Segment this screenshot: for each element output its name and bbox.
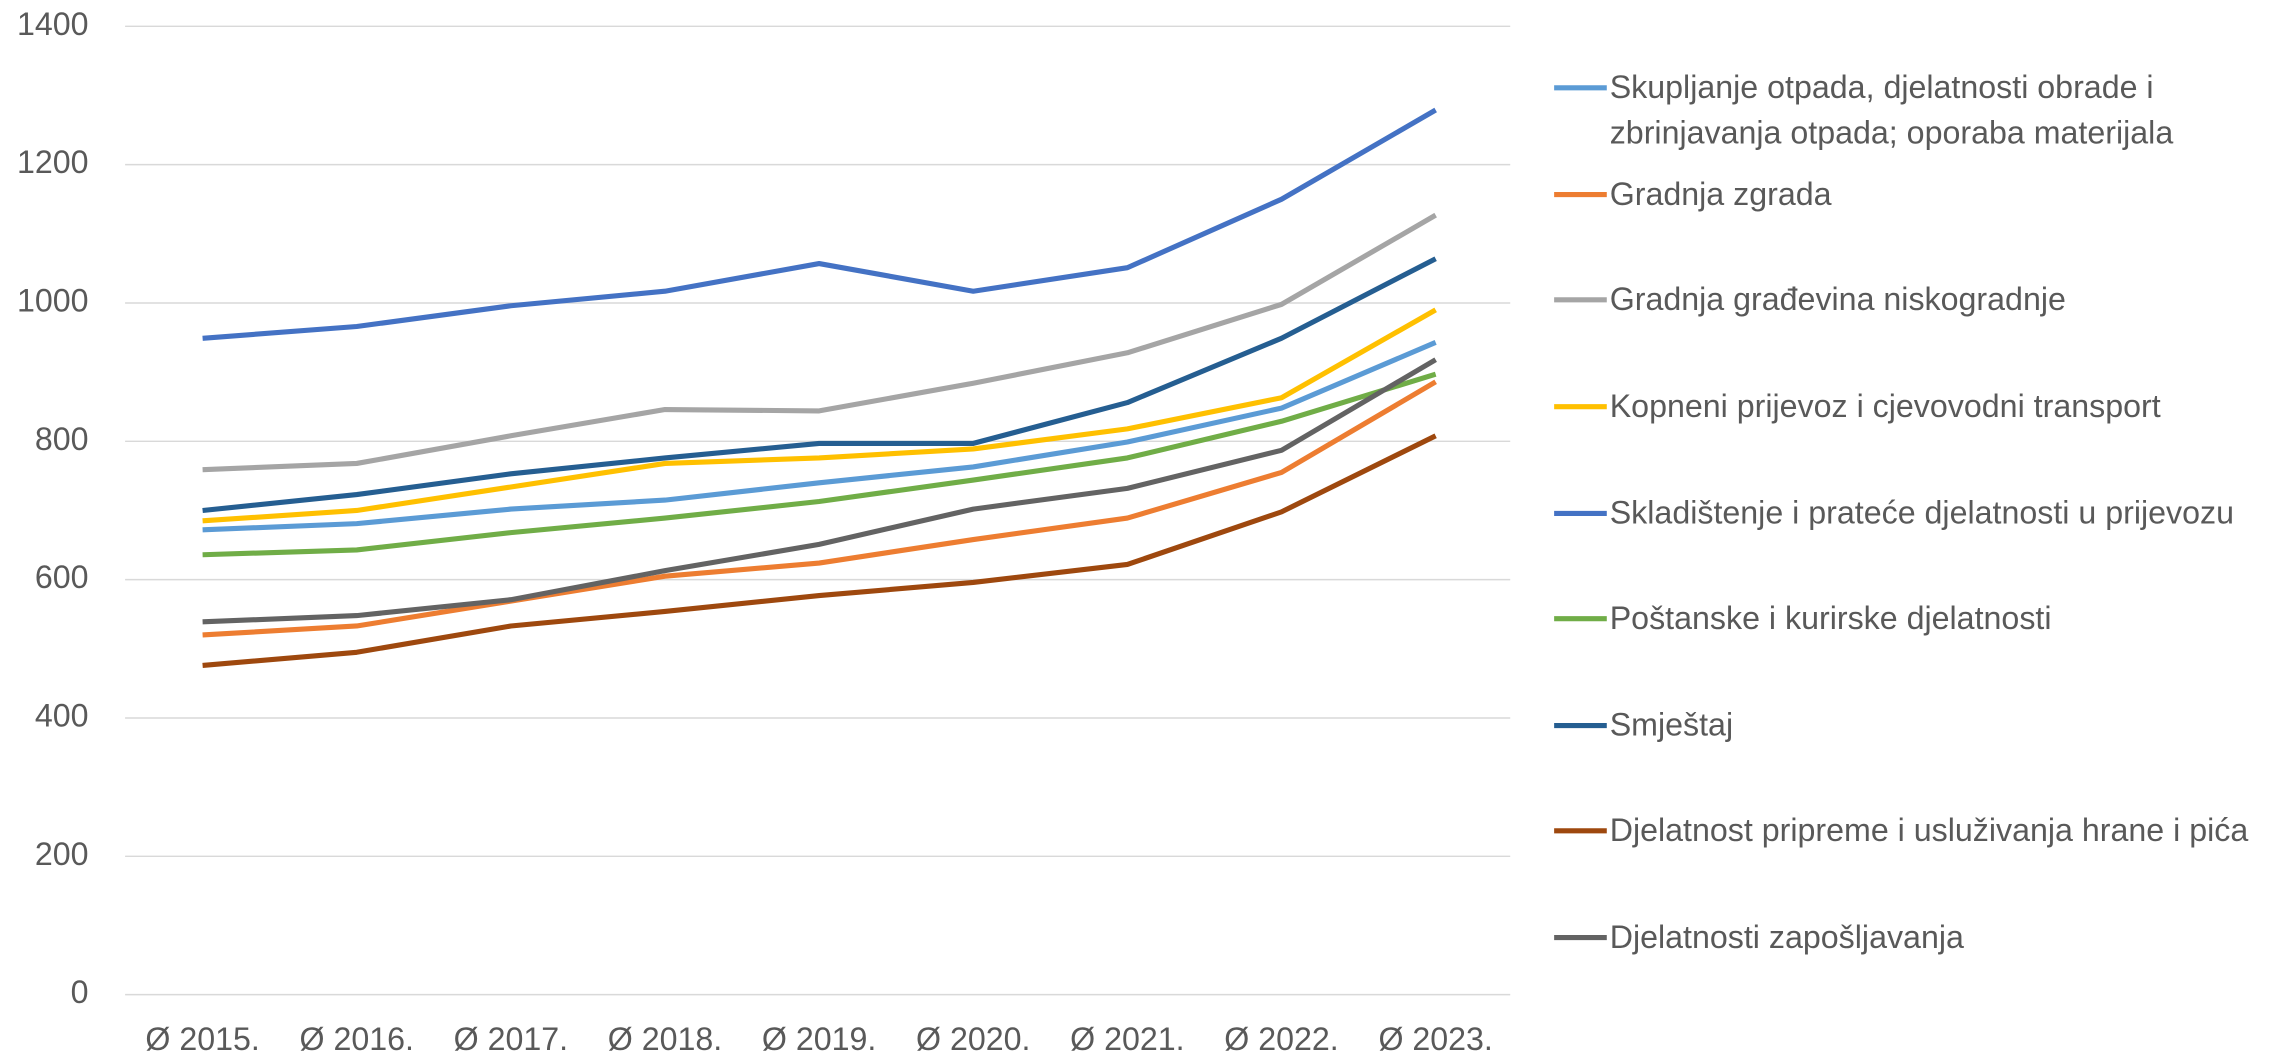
y-tick-label: 200 — [35, 836, 89, 872]
y-tick-label: 1200 — [17, 144, 89, 180]
x-tick-label: Ø 2017. — [454, 1021, 568, 1057]
y-tick-label: 600 — [35, 559, 89, 595]
series-line — [202, 379, 1437, 638]
legend-entry: Skladištenje i prateće djelatnosti u pri… — [1609, 494, 2235, 531]
legend-entry: Djelatnosti zapošljavanja — [1609, 918, 1964, 956]
series-line — [202, 433, 1437, 668]
legend-entry: Kopneni prijevoz i cjevovodni transport — [1609, 387, 2161, 425]
x-tick-label: Ø 2023. — [1378, 1021, 1492, 1057]
legend-entry: Skupljanje otpada, djelatnosti obrade i … — [1609, 68, 2174, 151]
x-tick-label: Ø 2020. — [916, 1021, 1030, 1057]
x-tick-label: Ø 2015. — [145, 1021, 259, 1057]
legend-label: Kopneni prijevoz i cjevovodni transport — [1609, 387, 2161, 425]
legend-entry: Smještaj — [1609, 706, 1734, 744]
series-line — [202, 107, 1437, 341]
legend-label: Skladištenje i prateće djelatnosti u pri… — [1609, 494, 2235, 531]
series-line — [202, 307, 1437, 524]
series-line — [202, 371, 1437, 558]
x-tick-label: Ø 2021. — [1070, 1021, 1184, 1057]
x-tick-label: Ø 2022. — [1224, 1021, 1338, 1057]
legend-label: Smještaj — [1609, 706, 1734, 744]
series-line — [202, 256, 1437, 514]
x-tick-label: Ø 2018. — [608, 1021, 722, 1057]
legend-label: Poštanske i kurirske djelatnosti — [1609, 599, 2052, 637]
y-tick-label: 0 — [71, 974, 89, 1010]
legend-entry: Gradnja zgrada — [1609, 175, 1832, 213]
series-line — [202, 340, 1437, 533]
y-tick-label: 400 — [35, 697, 89, 733]
legend-label: Gradnja zgrada — [1609, 175, 1832, 213]
y-tick-label: 800 — [35, 421, 89, 457]
legend-label: Djelatnosti zapošljavanja — [1609, 918, 1964, 956]
y-tick-label: 1400 — [17, 6, 89, 42]
legend-entry: Gradnja građevina niskogradnje — [1609, 280, 2066, 318]
legend-label: Djelatnost pripreme i usluživanja hrane … — [1609, 811, 2249, 849]
legend-label: Skupljanje otpada, djelatnosti obrade i … — [1609, 68, 2174, 151]
series-line — [202, 212, 1437, 473]
series-line — [202, 357, 1437, 625]
x-tick-label: Ø 2019. — [762, 1021, 876, 1057]
y-tick-label: 1000 — [17, 282, 89, 318]
legend-entry: Poštanske i kurirske djelatnosti — [1609, 599, 2052, 637]
x-tick-label: Ø 2016. — [300, 1021, 414, 1057]
legend-label: Gradnja građevina niskogradnje — [1609, 280, 2066, 318]
legend-entry: Djelatnost pripreme i usluživanja hrane … — [1609, 811, 2249, 849]
